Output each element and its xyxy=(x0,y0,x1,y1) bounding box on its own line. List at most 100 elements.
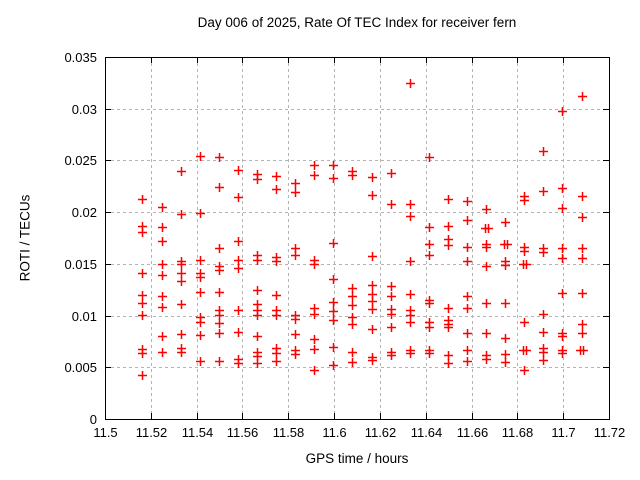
data-point-marker xyxy=(444,241,453,250)
data-point-marker xyxy=(463,292,472,301)
data-point-marker xyxy=(387,351,396,360)
x-tick-label: 11.62 xyxy=(365,425,397,440)
data-point-marker xyxy=(425,349,434,358)
data-point-marker xyxy=(501,218,510,227)
data-point-marker xyxy=(387,282,396,291)
data-point-marker xyxy=(291,330,300,339)
data-point-marker xyxy=(196,209,205,218)
data-point-marker xyxy=(138,228,147,237)
data-point-marker xyxy=(558,349,567,358)
data-point-marker xyxy=(329,239,338,248)
data-point-marker xyxy=(310,366,319,375)
data-point-marker xyxy=(558,289,567,298)
data-point-marker xyxy=(501,334,510,343)
data-point-marker xyxy=(578,213,587,222)
data-point-marker xyxy=(253,256,262,265)
x-tick-label: 11.66 xyxy=(457,425,489,440)
data-point-marker xyxy=(329,316,338,325)
data-point-marker xyxy=(158,271,167,280)
data-point-marker xyxy=(406,257,415,266)
data-point-marker xyxy=(138,349,147,358)
x-tick-label: 11.54 xyxy=(182,425,214,440)
data-point-marker xyxy=(482,205,491,214)
data-point-marker xyxy=(501,350,510,359)
x-tick-label: 11.64 xyxy=(411,425,443,440)
data-point-marker xyxy=(177,330,186,339)
data-point-marker xyxy=(558,254,567,263)
data-point-marker xyxy=(196,273,205,282)
data-point-marker xyxy=(329,361,338,370)
data-point-marker xyxy=(234,193,243,202)
data-point-marker xyxy=(368,305,377,314)
data-point-marker xyxy=(425,251,434,260)
data-point-marker xyxy=(368,325,377,334)
data-point-marker xyxy=(558,107,567,116)
data-point-marker xyxy=(215,244,224,253)
data-point-marker xyxy=(501,261,510,270)
data-point-marker xyxy=(425,240,434,249)
data-point-marker xyxy=(444,351,453,360)
data-point-marker xyxy=(138,299,147,308)
data-point-marker xyxy=(578,92,587,101)
data-point-marker xyxy=(215,329,224,338)
data-point-marker xyxy=(253,311,262,320)
data-point-marker xyxy=(177,260,186,269)
data-point-marker xyxy=(578,244,587,253)
y-tick-label: 0.025 xyxy=(64,153,97,168)
data-point-marker xyxy=(463,197,472,206)
y-tick-label: 0.02 xyxy=(72,205,97,220)
data-point-marker xyxy=(444,195,453,204)
data-point-marker xyxy=(522,346,531,355)
data-point-marker xyxy=(463,346,472,355)
data-point-marker xyxy=(578,192,587,201)
data-point-marker xyxy=(444,222,453,231)
data-point-marker xyxy=(310,310,319,319)
data-point-marker xyxy=(501,358,510,367)
data-point-marker xyxy=(406,290,415,299)
data-point-marker xyxy=(177,300,186,309)
data-point-marker xyxy=(158,203,167,212)
data-point-marker xyxy=(158,332,167,341)
data-point-marker xyxy=(215,153,224,162)
data-point-marker xyxy=(196,256,205,265)
data-point-marker xyxy=(444,359,453,368)
data-point-marker xyxy=(215,183,224,192)
data-point-marker xyxy=(329,307,338,316)
data-point-marker xyxy=(138,371,147,380)
data-point-marker xyxy=(578,289,587,298)
data-point-marker xyxy=(291,179,300,188)
data-point-marker xyxy=(406,349,415,358)
x-tick-label: 11.52 xyxy=(136,425,168,440)
data-point-marker xyxy=(578,329,587,338)
data-point-marker xyxy=(539,328,548,337)
data-point-marker xyxy=(482,299,491,308)
data-point-marker xyxy=(196,318,205,327)
data-point-marker xyxy=(558,244,567,253)
data-point-marker xyxy=(291,350,300,359)
data-point-marker xyxy=(177,269,186,278)
data-point-marker xyxy=(463,357,472,366)
data-point-marker xyxy=(520,247,529,256)
data-point-marker xyxy=(272,311,281,320)
chart-title: Day 006 of 2025, Rate Of TEC Index for r… xyxy=(197,15,517,30)
data-point-marker xyxy=(368,297,377,306)
data-point-marker xyxy=(310,335,319,344)
data-point-marker xyxy=(329,275,338,284)
data-point-marker xyxy=(387,200,396,209)
data-point-marker xyxy=(272,291,281,300)
data-point-marker xyxy=(272,257,281,266)
data-point-marker xyxy=(482,329,491,338)
data-point-marker xyxy=(520,366,529,375)
data-point-marker xyxy=(425,223,434,232)
data-point-marker xyxy=(368,191,377,200)
data-point-marker xyxy=(158,237,167,246)
y-tick-label: 0 xyxy=(90,412,97,427)
data-point-marker xyxy=(253,175,262,184)
data-point-marker xyxy=(329,343,338,352)
data-point-marker xyxy=(484,224,493,233)
data-point-marker xyxy=(539,187,548,196)
data-point-marker xyxy=(234,359,243,368)
data-point-marker xyxy=(215,266,224,275)
data-point-marker xyxy=(348,284,357,293)
